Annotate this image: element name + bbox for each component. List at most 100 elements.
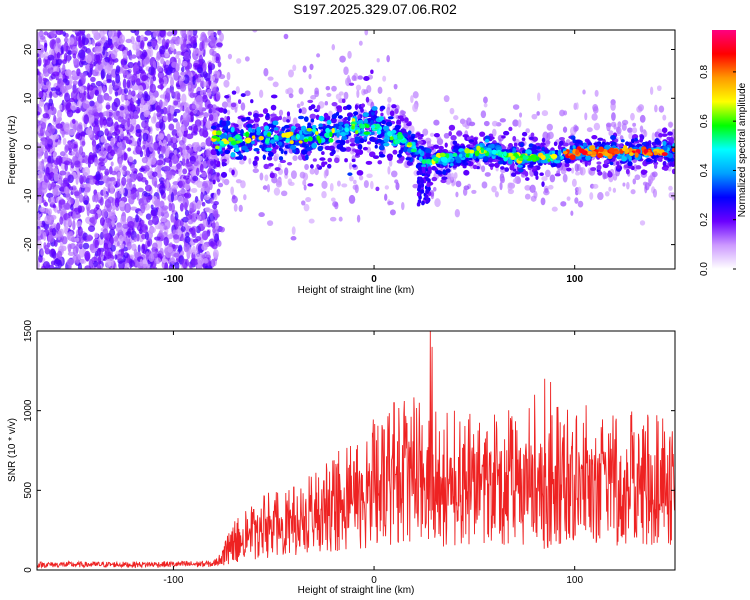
noise-speckle [37, 53, 40, 58]
faint-speckle [252, 30, 258, 33]
ridge-blob [318, 126, 323, 130]
noise-speckle [67, 50, 73, 56]
faint-speckle [668, 185, 673, 191]
noise-speckle [129, 117, 137, 125]
noise-speckle [108, 30, 114, 39]
noise-speckle [144, 94, 151, 102]
noise-speckle [70, 50, 78, 55]
noise-speckle [214, 221, 220, 230]
noise-speckle [147, 41, 153, 47]
noise-speckle [72, 245, 79, 257]
ridge-blob [445, 168, 451, 173]
noise-speckle [102, 111, 110, 117]
noise-speckle [143, 192, 151, 197]
faint-speckle [356, 214, 361, 223]
noise-speckle [55, 155, 63, 165]
faint-speckle [390, 170, 398, 178]
noise-speckle [191, 245, 197, 255]
ridge-blob [380, 112, 384, 117]
faint-speckle [575, 171, 581, 176]
noise-speckle [127, 221, 135, 228]
noise-speckle [171, 184, 179, 190]
ridge-blob [616, 165, 621, 169]
noise-speckle [181, 93, 187, 104]
noise-speckle [185, 213, 193, 221]
noise-speckle [99, 217, 106, 226]
noise-speckle [136, 78, 141, 86]
noise-speckle [183, 51, 190, 61]
faint-speckle [483, 96, 488, 104]
ridge-blob [356, 170, 364, 176]
noise-speckle [185, 133, 194, 140]
ridge-blob [279, 159, 287, 164]
faint-speckle [466, 117, 472, 127]
faint-speckle [272, 81, 279, 88]
faint-speckle [563, 110, 568, 116]
noise-speckle [99, 117, 104, 128]
noise-speckle [116, 37, 124, 45]
noise-speckle [129, 137, 136, 147]
noise-speckle [189, 155, 196, 165]
ridge-blob [307, 99, 314, 104]
noise-speckle [81, 36, 86, 45]
faint-speckle [263, 68, 269, 77]
ridge-blob [417, 140, 424, 144]
ridge-blob [310, 118, 315, 123]
ridge-blob [351, 164, 357, 168]
faint-speckle [654, 104, 658, 113]
ridge-blob [374, 144, 378, 149]
noise-speckle [102, 174, 110, 184]
noise-speckle [82, 242, 90, 250]
noise-speckle [105, 259, 112, 268]
ridge-blob [354, 136, 361, 141]
ridge-blob [224, 149, 231, 155]
noise-speckle [42, 231, 47, 241]
noise-speckle [196, 263, 203, 269]
faint-speckle [433, 119, 440, 126]
noise-speckle [148, 142, 155, 152]
noise-speckle [85, 54, 92, 64]
noise-speckle [182, 143, 187, 151]
noise-speckle [193, 212, 198, 217]
ridge-blob [436, 163, 441, 168]
faint-speckle [617, 121, 622, 128]
ridge-blob [484, 138, 490, 143]
noise-speckle [130, 163, 136, 172]
noise-speckle [210, 160, 214, 167]
noise-speckle [202, 182, 209, 189]
faint-speckle [308, 218, 315, 224]
faint-speckle [603, 172, 609, 179]
ridge-blob [212, 179, 216, 185]
noise-speckle [67, 231, 74, 242]
ridge-blob [266, 156, 273, 161]
ridge-blob [375, 186, 380, 192]
noise-speckle [139, 71, 147, 82]
noise-speckle [144, 121, 149, 128]
noise-speckle [41, 138, 48, 146]
noise-speckle [114, 254, 118, 260]
noise-speckle [122, 223, 129, 229]
noise-speckle [127, 61, 134, 69]
faint-speckle [386, 106, 391, 116]
noise-speckle [91, 216, 97, 225]
noise-speckle [38, 147, 46, 152]
ridge-blob [455, 148, 459, 154]
faint-speckle [290, 170, 297, 180]
faint-speckle [642, 181, 648, 186]
ridge-blob [389, 110, 395, 117]
ridge-blob [668, 136, 674, 143]
faint-speckle [574, 197, 579, 204]
noise-speckle [202, 38, 210, 43]
noise-speckle [37, 228, 42, 237]
noise-speckle [69, 186, 73, 191]
ridge-blob [566, 167, 572, 172]
ridge-blob [371, 137, 376, 143]
noise-speckle [101, 208, 108, 218]
noise-speckle [133, 64, 140, 72]
noise-speckle [76, 241, 83, 247]
ridge-blob [392, 149, 398, 155]
noise-speckle [156, 65, 163, 72]
noise-speckle [180, 30, 187, 38]
noise-speckle [90, 76, 96, 82]
noise-speckle [48, 124, 56, 135]
